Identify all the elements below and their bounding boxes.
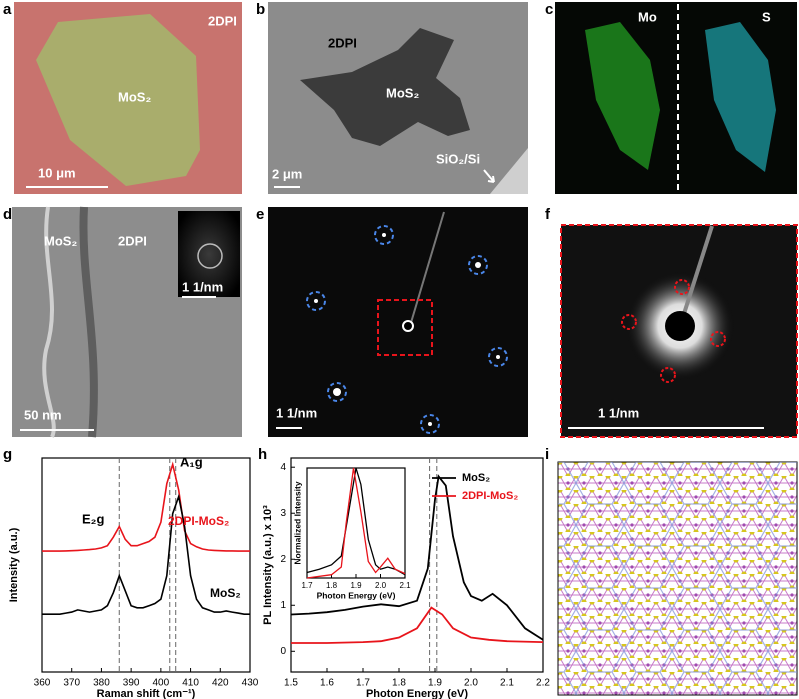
panel-b: b 2DPI MoS₂ 2 μm SiO₂/Si: [256, 1, 528, 194]
edge: [79, 206, 98, 438]
scale-label: 1 1/nm: [276, 405, 317, 420]
x-tick-label: 400: [153, 678, 170, 689]
x-tick-label: 2.1: [399, 581, 411, 590]
label: S: [762, 9, 771, 24]
x-tick-label: 370: [63, 678, 80, 689]
x-tick-label: 1.8: [392, 678, 406, 689]
scale-label: 1 1/nm: [182, 279, 223, 294]
panel-e: e 1 1/nm: [256, 206, 528, 437]
panel-label: g: [3, 446, 12, 463]
panel-f: f 1 1/nm: [545, 206, 798, 438]
x-tick-label: 390: [123, 678, 140, 689]
x-tick-label: 2.0: [464, 678, 478, 689]
x-tick-label: 1.7: [356, 678, 370, 689]
s-map: [705, 22, 776, 172]
x-tick-label: 1.9: [428, 678, 442, 689]
series-line: [42, 461, 250, 552]
x-tick-label: 1.9: [350, 581, 362, 590]
x-tick-label: 2.1: [500, 678, 514, 689]
peak-label: A₁g: [180, 454, 203, 469]
y-tick-label: 3: [280, 508, 286, 519]
x-tick-label: 1.7: [301, 581, 313, 590]
label: MoS₂: [44, 233, 77, 248]
x-tick-label: 430: [242, 678, 259, 689]
series-line: [291, 606, 544, 644]
fft-inset: [178, 211, 240, 297]
panel-label: i: [545, 446, 549, 463]
legend-label: MoS₂: [462, 472, 490, 484]
y-axis-label: PL Intensity (a.u.) x 10³: [262, 505, 274, 625]
x-tick-label: 2.0: [375, 581, 387, 590]
scale-label: 10 μm: [38, 165, 76, 180]
x-tick-label: 380: [93, 678, 110, 689]
series-line: [306, 467, 406, 579]
x-tick-label: 1.5: [284, 678, 298, 689]
edge: [42, 206, 56, 438]
series-line: [290, 474, 544, 641]
y-tick-label: 1: [280, 600, 286, 611]
scale-label: 2 μm: [272, 166, 302, 181]
label: 2DPI: [208, 13, 237, 28]
panel-a: a 2DPI MoS₂ 10 μm: [3, 1, 242, 194]
arrow: [483, 169, 495, 183]
y-axis-label: Normalized Intensity: [292, 481, 302, 564]
substrate: [490, 148, 528, 194]
peak-label: E₂g: [82, 511, 104, 526]
panel-label: h: [258, 446, 267, 463]
scale-label: 50 nm: [24, 407, 62, 422]
beam-stop: [409, 211, 445, 327]
label: MoS₂: [386, 85, 419, 100]
x-axis-label: Photon Energy (eV): [317, 590, 396, 600]
y-tick-label: 2: [280, 554, 286, 565]
x-axis-label: Raman shift (cm⁻¹): [97, 688, 196, 699]
label: MoS₂: [118, 89, 151, 104]
center: [402, 320, 414, 332]
series-line: [306, 467, 406, 576]
panel-label: b: [256, 1, 265, 18]
spot-circles: [306, 225, 508, 434]
spot-circles: [621, 279, 726, 383]
polymer-network: [558, 462, 797, 695]
mo-map: [585, 22, 660, 170]
x-tick-label: 410: [182, 678, 199, 689]
scale-label: 1 1/nm: [598, 405, 639, 420]
saed-pattern: [268, 207, 528, 437]
y-tick-label: 4: [280, 462, 286, 473]
label: 2DPI: [118, 233, 147, 248]
x-tick-label: 1.6: [320, 678, 334, 689]
panel-label: c: [545, 1, 553, 18]
fft-ring: [197, 243, 223, 269]
series-label: MoS₂: [210, 586, 241, 600]
x-tick-label: 2.2: [536, 678, 550, 689]
series-label: 2DPI-MoS₂: [168, 514, 229, 528]
x-tick-label: 360: [34, 678, 51, 689]
panel-label: a: [3, 1, 12, 18]
label: 2DPI: [328, 35, 357, 50]
label: SiO₂/Si: [436, 151, 480, 166]
beam-stop: [680, 225, 714, 321]
center: [665, 311, 695, 341]
legend-label: 2DPI-MoS₂: [462, 490, 518, 502]
x-axis-label: Photon Energy (eV): [366, 688, 468, 699]
panel-label: e: [256, 206, 264, 223]
y-tick-label: 0: [280, 646, 286, 657]
series-line: [42, 493, 250, 615]
panel-c: c Mo S: [545, 1, 797, 194]
flake: [300, 28, 470, 146]
plot-frame: [41, 457, 251, 673]
flake: [36, 14, 200, 186]
panel-d: d MoS₂ 2DPI 1 1/nm 50 nm: [3, 206, 242, 438]
panel-label: d: [3, 206, 12, 223]
panel-i: i: [545, 446, 798, 696]
label: Mo: [638, 9, 657, 24]
panel-label: f: [545, 206, 551, 223]
x-tick-label: 1.8: [326, 581, 338, 590]
zoom-box: [377, 299, 433, 356]
y-axis-label: Intensity (a.u.): [8, 527, 20, 602]
spots: [314, 233, 500, 426]
x-tick-label: 420: [212, 678, 229, 689]
